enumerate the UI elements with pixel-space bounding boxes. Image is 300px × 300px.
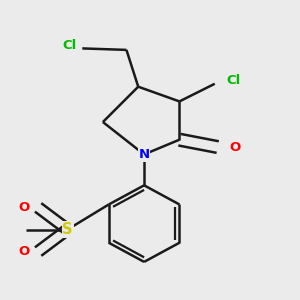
Text: O: O <box>230 141 241 154</box>
Text: Cl: Cl <box>226 74 241 87</box>
Text: O: O <box>18 201 29 214</box>
Text: N: N <box>139 148 150 161</box>
Text: Cl: Cl <box>62 39 76 52</box>
Text: S: S <box>62 222 73 237</box>
Text: O: O <box>18 245 29 258</box>
